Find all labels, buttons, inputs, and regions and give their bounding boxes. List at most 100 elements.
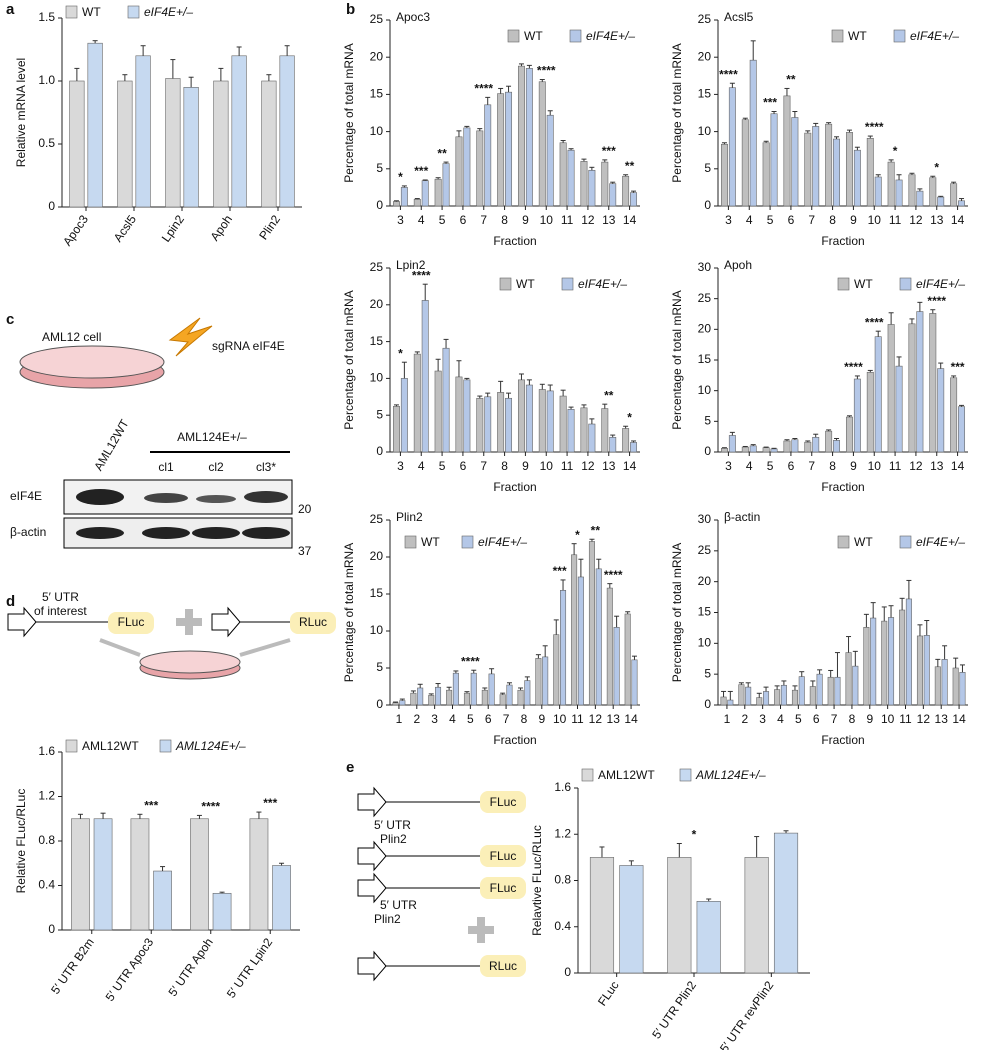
x-tick-label: 5′ UTR Apoh — [166, 936, 216, 999]
bar — [622, 175, 630, 207]
bar — [804, 132, 812, 207]
bar — [774, 689, 781, 706]
bar — [538, 389, 546, 453]
bar — [619, 865, 644, 974]
bar — [538, 81, 546, 207]
y-tick-label: 25 — [370, 12, 384, 26]
bar — [887, 324, 895, 453]
x-tick-label: 5 — [767, 459, 774, 473]
y-tick-label: 10 — [698, 383, 712, 397]
bar — [452, 672, 459, 706]
x-axis-label: Fraction — [493, 480, 536, 494]
bar — [950, 183, 958, 207]
bar — [741, 119, 749, 207]
bar — [929, 177, 937, 207]
x-tick-label: 14 — [623, 459, 637, 473]
bar — [888, 617, 895, 706]
x-tick-label: 9 — [522, 459, 529, 473]
y-tick-label: 5 — [376, 660, 383, 674]
x-tick-label: 9 — [850, 459, 857, 473]
x-tick-label: 14 — [951, 213, 965, 227]
bar — [165, 78, 181, 208]
chart-title: Plin2 — [396, 510, 423, 524]
x-tick-label: 10 — [881, 712, 895, 726]
bar — [780, 684, 787, 706]
y-axis-label: Percentage of total mRNA — [670, 43, 684, 182]
bar — [866, 371, 874, 453]
legend-swatch — [507, 29, 520, 43]
legend-swatch — [569, 29, 582, 43]
bar — [631, 659, 638, 706]
bar — [773, 832, 799, 974]
legend-swatch — [837, 535, 850, 549]
y-tick-label: 25 — [370, 260, 384, 274]
bar — [895, 179, 903, 207]
x-tick-label: 14 — [951, 459, 965, 473]
bar — [249, 818, 269, 931]
significance: *** — [263, 796, 277, 810]
panel-label: b — [346, 1, 355, 18]
bar — [916, 190, 924, 207]
y-tick-label: 1.6 — [554, 780, 571, 794]
y-tick-label: 10 — [698, 636, 712, 650]
y-tick-label: 1.0 — [38, 73, 55, 87]
bar — [400, 187, 408, 207]
bar — [476, 397, 484, 453]
bar — [553, 634, 560, 706]
bar — [770, 448, 778, 453]
x-tick-label: 10 — [868, 459, 882, 473]
x-tick-label: 5′ UTR Plin2 — [649, 978, 699, 1041]
bar — [853, 149, 861, 207]
bar — [484, 396, 492, 453]
bar — [696, 901, 721, 974]
bar — [899, 609, 906, 706]
bar — [272, 865, 291, 931]
x-tick-label: 1 — [396, 712, 403, 726]
y-tick-label: 15 — [698, 87, 712, 101]
x-tick-label: 3 — [725, 213, 732, 227]
diagram-d: 5′ UTR of interest FLuc RLuc — [7, 590, 336, 680]
significance: ** — [591, 523, 601, 537]
diagram-e: FLuc 5′ UTR Plin2 FLuc FLuc 5′ UTR Plin2… — [357, 786, 526, 982]
y-axis-label: Percentage of total mRNA — [342, 290, 356, 429]
legend-label: WT — [854, 277, 873, 291]
bar — [624, 613, 631, 706]
y-tick-label: 10 — [370, 124, 384, 138]
x-tick-label: 4 — [418, 213, 425, 227]
significance: **** — [461, 654, 480, 668]
significance: **** — [719, 67, 738, 81]
bar — [870, 617, 877, 706]
y-axis-label: Relative mRNA level — [14, 58, 28, 167]
y-tick-label: 15 — [370, 334, 384, 348]
bar — [413, 353, 421, 453]
chart-title: Lpin2 — [396, 258, 426, 272]
bar — [609, 436, 617, 453]
legend-label: WT — [82, 5, 101, 19]
bar — [567, 149, 575, 207]
lane-label: AML12WT — [91, 416, 132, 473]
bar — [749, 445, 757, 453]
y-tick-label: 20 — [370, 549, 384, 563]
legend-swatch — [499, 277, 512, 291]
bar — [434, 178, 442, 207]
bar — [791, 689, 798, 706]
y-tick-label: 10 — [698, 124, 712, 138]
x-tick-label: 7 — [480, 459, 487, 473]
bar — [916, 311, 924, 453]
y-tick-label: 20 — [698, 49, 712, 63]
legend-label: eIF4E+/– — [910, 29, 959, 43]
bar — [762, 142, 770, 207]
y-tick-label: 25 — [698, 543, 712, 557]
x-tick-label: 12 — [909, 213, 923, 227]
y-axis-label: Percentage of total mRNA — [670, 290, 684, 429]
x-axis-label: Fraction — [821, 234, 864, 248]
rluc-box: RLuc — [489, 959, 517, 973]
bar — [392, 406, 400, 453]
x-tick-label: 2 — [413, 712, 420, 726]
fluc-box: FLuc — [490, 881, 517, 895]
bar — [908, 323, 916, 453]
bar — [571, 554, 578, 706]
utr-label: 5′ UTR — [380, 898, 417, 912]
x-tick-label: 6 — [788, 213, 795, 227]
